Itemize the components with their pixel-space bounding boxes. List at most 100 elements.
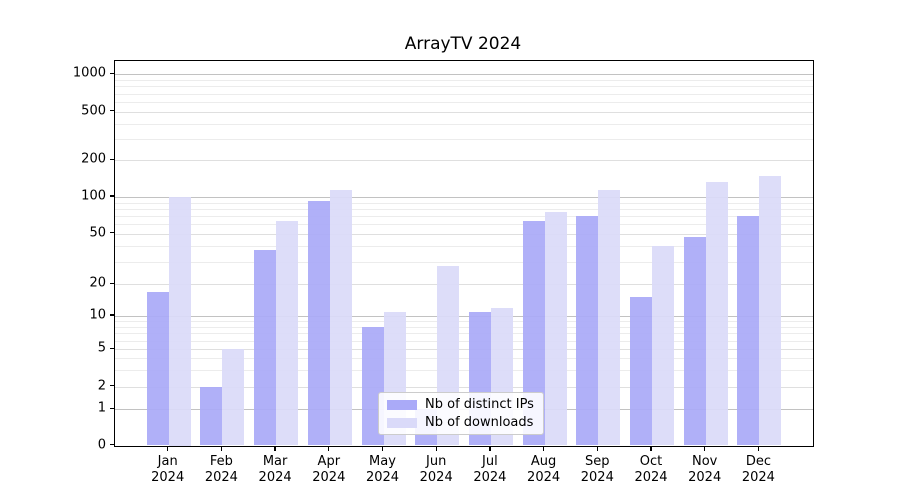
x-tick-month: Jun bbox=[426, 454, 447, 469]
gridline-y-70 bbox=[115, 215, 813, 217]
y-tick-mark-5 bbox=[109, 347, 114, 349]
bar-distinct-ips-mar bbox=[254, 250, 277, 446]
legend-swatch-distinct-ips bbox=[387, 399, 417, 410]
gridline-y-90 bbox=[115, 202, 813, 204]
gridline-y-8 bbox=[115, 326, 813, 328]
gridline-y-20 bbox=[115, 284, 813, 286]
gridline-y-600 bbox=[115, 101, 813, 103]
bar-distinct-ips-oct bbox=[630, 297, 652, 446]
x-tick-month: Feb bbox=[209, 454, 233, 469]
x-tick-year: 2024 bbox=[634, 470, 668, 485]
gridline-y-30 bbox=[115, 261, 813, 263]
bar-downloads-oct bbox=[652, 246, 674, 446]
gridline-y-40 bbox=[115, 246, 813, 248]
y-tick-label-5: 5 bbox=[97, 340, 106, 356]
x-tick-month: Aug bbox=[530, 454, 557, 469]
x-tick-month: Jul bbox=[482, 454, 498, 469]
bar-downloads-apr bbox=[329, 189, 352, 446]
gridline-y-2 bbox=[115, 386, 813, 388]
x-tick-month: Apr bbox=[317, 454, 341, 469]
gridline-y-80 bbox=[115, 208, 813, 210]
gridline-y-50 bbox=[115, 233, 813, 235]
y-tick-mark-2 bbox=[109, 385, 114, 387]
bar-downloads-jan bbox=[168, 197, 191, 446]
x-tick-mark-jun bbox=[435, 446, 437, 451]
y-tick-label-2: 2 bbox=[97, 378, 106, 394]
bar-downloads-feb bbox=[222, 349, 245, 446]
x-tick-year: 2024 bbox=[527, 470, 561, 485]
x-tick-mark-nov bbox=[704, 446, 706, 451]
legend-item-distinct-ips: Nb of distinct IPs bbox=[379, 397, 543, 412]
x-tick-label-apr: Apr 2024 bbox=[299, 454, 359, 486]
y-tick-label-20: 20 bbox=[89, 275, 106, 291]
bar-distinct-ips-jan bbox=[146, 291, 169, 446]
y-tick-label-1000: 1000 bbox=[72, 65, 106, 81]
x-tick-mark-jan bbox=[167, 446, 169, 451]
x-tick-month: Mar bbox=[262, 454, 288, 469]
gridline-y-60 bbox=[115, 224, 813, 226]
x-tick-month: Sep bbox=[585, 454, 610, 469]
gridline-y-4 bbox=[115, 358, 813, 360]
bar-distinct-ips-dec bbox=[737, 215, 760, 446]
x-tick-year: 2024 bbox=[204, 470, 238, 485]
gridline-y-3 bbox=[115, 370, 813, 372]
x-tick-mark-sep bbox=[596, 446, 598, 451]
bar-distinct-ips-apr bbox=[307, 200, 330, 446]
x-tick-label-aug: Aug 2024 bbox=[514, 454, 574, 486]
y-tick-mark-100 bbox=[109, 195, 114, 197]
x-tick-year: 2024 bbox=[151, 470, 185, 485]
bar-downloads-nov bbox=[705, 182, 728, 446]
y-tick-mark-20 bbox=[109, 282, 114, 284]
gridline-y-100 bbox=[115, 197, 813, 198]
legend: Nb of distinct IPs Nb of downloads bbox=[378, 392, 544, 435]
chart-title: ArrayTV 2024 bbox=[404, 34, 522, 54]
x-tick-label-jul: Jul 2024 bbox=[460, 454, 520, 486]
x-tick-label-oct: Oct 2024 bbox=[621, 454, 681, 486]
x-tick-year: 2024 bbox=[741, 470, 775, 485]
gridline-y-1000 bbox=[115, 74, 813, 76]
gridline-y-300 bbox=[115, 138, 813, 140]
bar-downloads-sep bbox=[598, 189, 621, 446]
y-tick-mark-10 bbox=[109, 314, 114, 316]
gridline-y-7 bbox=[115, 333, 813, 335]
y-tick-mark-1 bbox=[109, 407, 114, 409]
x-tick-month: Jan bbox=[157, 454, 178, 469]
y-tick-label-10: 10 bbox=[89, 307, 106, 323]
y-tick-mark-0 bbox=[109, 443, 114, 446]
x-tick-month: Nov bbox=[692, 454, 718, 469]
x-tick-label-may: May 2024 bbox=[353, 454, 413, 486]
y-tick-mark-1000 bbox=[109, 72, 114, 74]
gridline-y-200 bbox=[115, 160, 813, 162]
x-tick-label-dec: Dec 2024 bbox=[728, 454, 788, 486]
gridline-y-9 bbox=[115, 321, 813, 323]
bar-distinct-ips-nov bbox=[683, 237, 706, 446]
bar-distinct-ips-sep bbox=[576, 215, 599, 446]
bar-downloads-aug bbox=[544, 212, 567, 446]
y-tick-mark-500 bbox=[109, 110, 114, 112]
x-tick-year: 2024 bbox=[312, 470, 346, 485]
y-tick-label-1: 1 bbox=[97, 400, 106, 416]
plot-area bbox=[114, 60, 814, 447]
y-tick-label-0: 0 bbox=[97, 437, 106, 452]
x-tick-month: Oct bbox=[639, 454, 663, 469]
x-tick-year: 2024 bbox=[365, 470, 400, 485]
x-tick-mark-aug bbox=[542, 446, 545, 451]
x-tick-year: 2024 bbox=[473, 470, 507, 485]
x-tick-mark-may bbox=[381, 446, 384, 451]
x-tick-month: May bbox=[369, 454, 396, 469]
y-tick-label-50: 50 bbox=[89, 225, 106, 241]
x-tick-mark-apr bbox=[328, 446, 330, 451]
y-tick-label-100: 100 bbox=[81, 188, 106, 204]
y-tick-label-500: 500 bbox=[81, 103, 106, 119]
legend-swatch-downloads bbox=[387, 417, 417, 428]
y-tick-label-200: 200 bbox=[81, 151, 106, 167]
y-tick-mark-50 bbox=[109, 232, 114, 234]
bar-distinct-ips-aug bbox=[522, 220, 545, 446]
y-tick-mark-200 bbox=[109, 158, 114, 160]
bar-downloads-mar bbox=[276, 221, 299, 446]
x-tick-mark-mar bbox=[274, 446, 276, 451]
x-tick-mark-dec bbox=[757, 446, 760, 451]
bar-downloads-dec bbox=[759, 175, 782, 446]
legend-item-downloads: Nb of downloads bbox=[379, 415, 543, 430]
